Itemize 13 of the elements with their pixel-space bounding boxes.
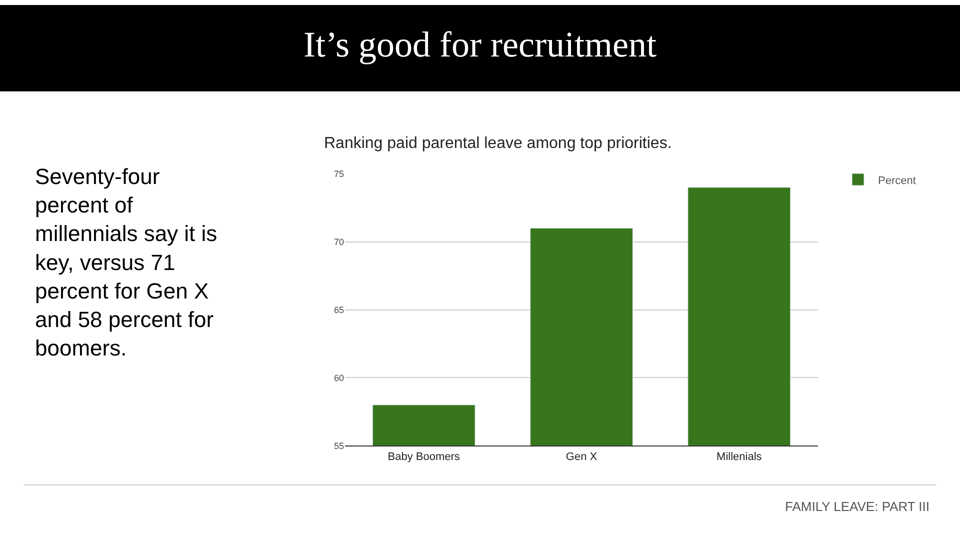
x-tick-label: Millenials: [716, 450, 762, 463]
x-tick-label: Gen X: [566, 450, 598, 463]
text: FAMILY LEAVE: PART III: [785, 499, 930, 514]
text: Seventy-four percent of millennials say it is key, versus 71 percent for Gen X and 58 percent for boomers.: [35, 164, 218, 361]
chart-subtitle: Ranking paid parental leave among top priorities.: [324, 135, 672, 152]
y-tick-label: 60: [334, 372, 344, 383]
legend-label: Percent: [878, 174, 916, 187]
y-tick-label: 65: [334, 304, 344, 315]
chart-title: It’s good for recruitment: [304, 24, 656, 65]
y-tick-label: 70: [334, 236, 344, 247]
y-tick-label: 75: [334, 168, 344, 179]
y-tick-label: 55: [334, 440, 344, 451]
x-tick-label: Baby Boomers: [388, 450, 460, 463]
